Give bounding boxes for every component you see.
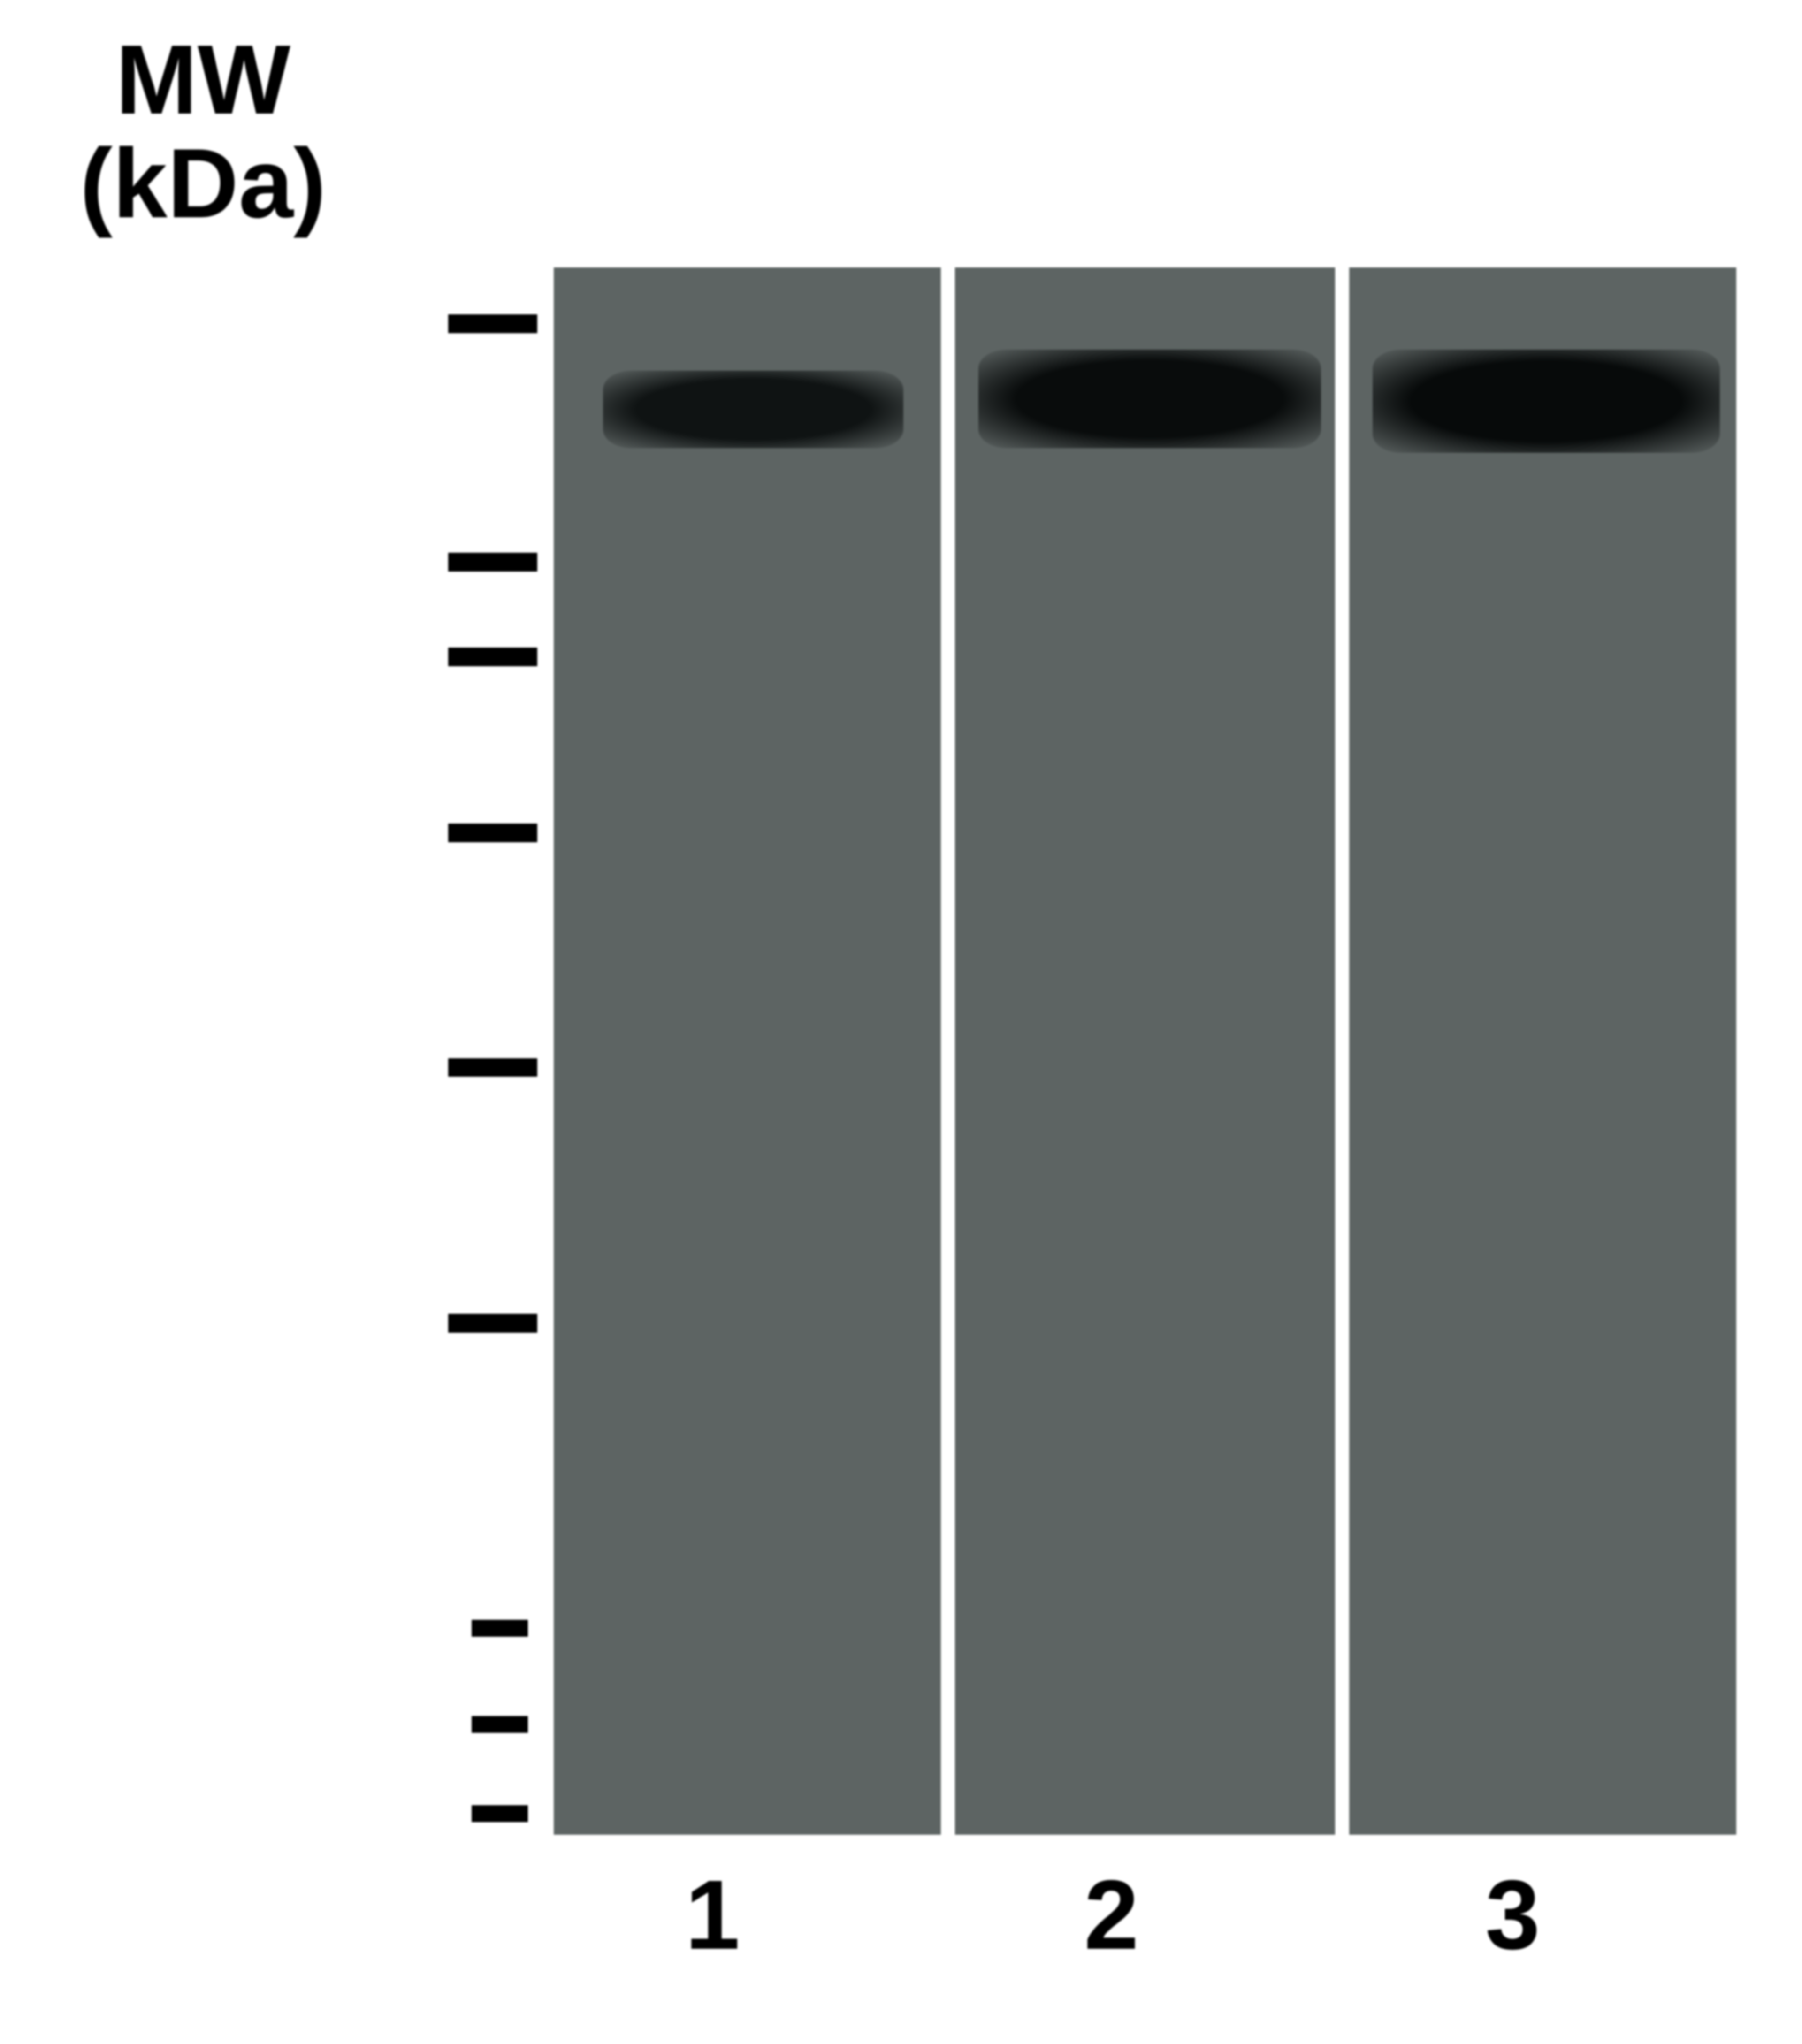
lane-label-3: 3 (1485, 1858, 1540, 1972)
blot-membrane (554, 267, 1736, 1835)
lane-separator-1-2 (941, 267, 955, 1835)
ytick-mark-200 (448, 314, 537, 333)
y-axis: 200 116 97 66 44 29 18.4 14 6 (0, 0, 469, 2044)
band-lane-3 (1373, 350, 1720, 453)
ytick-mark-66 (448, 824, 537, 842)
ytick-mark-6 (472, 1805, 528, 1822)
band-lane-1 (603, 371, 903, 448)
lane-label-2: 2 (1084, 1858, 1139, 1972)
ytick-mark-44 (448, 1058, 537, 1077)
lane-separator-2-3 (1335, 267, 1349, 1835)
lane-2 (955, 267, 1335, 1835)
lane-label-1: 1 (685, 1858, 740, 1972)
ytick-mark-97 (448, 648, 537, 666)
ytick-mark-116 (448, 553, 537, 572)
ytick-mark-18-4 (472, 1620, 528, 1637)
band-lane-2 (978, 350, 1321, 448)
lane-1 (554, 267, 941, 1835)
ytick-mark-14 (472, 1716, 528, 1733)
ytick-mark-29 (448, 1314, 537, 1333)
lane-3 (1349, 267, 1736, 1835)
